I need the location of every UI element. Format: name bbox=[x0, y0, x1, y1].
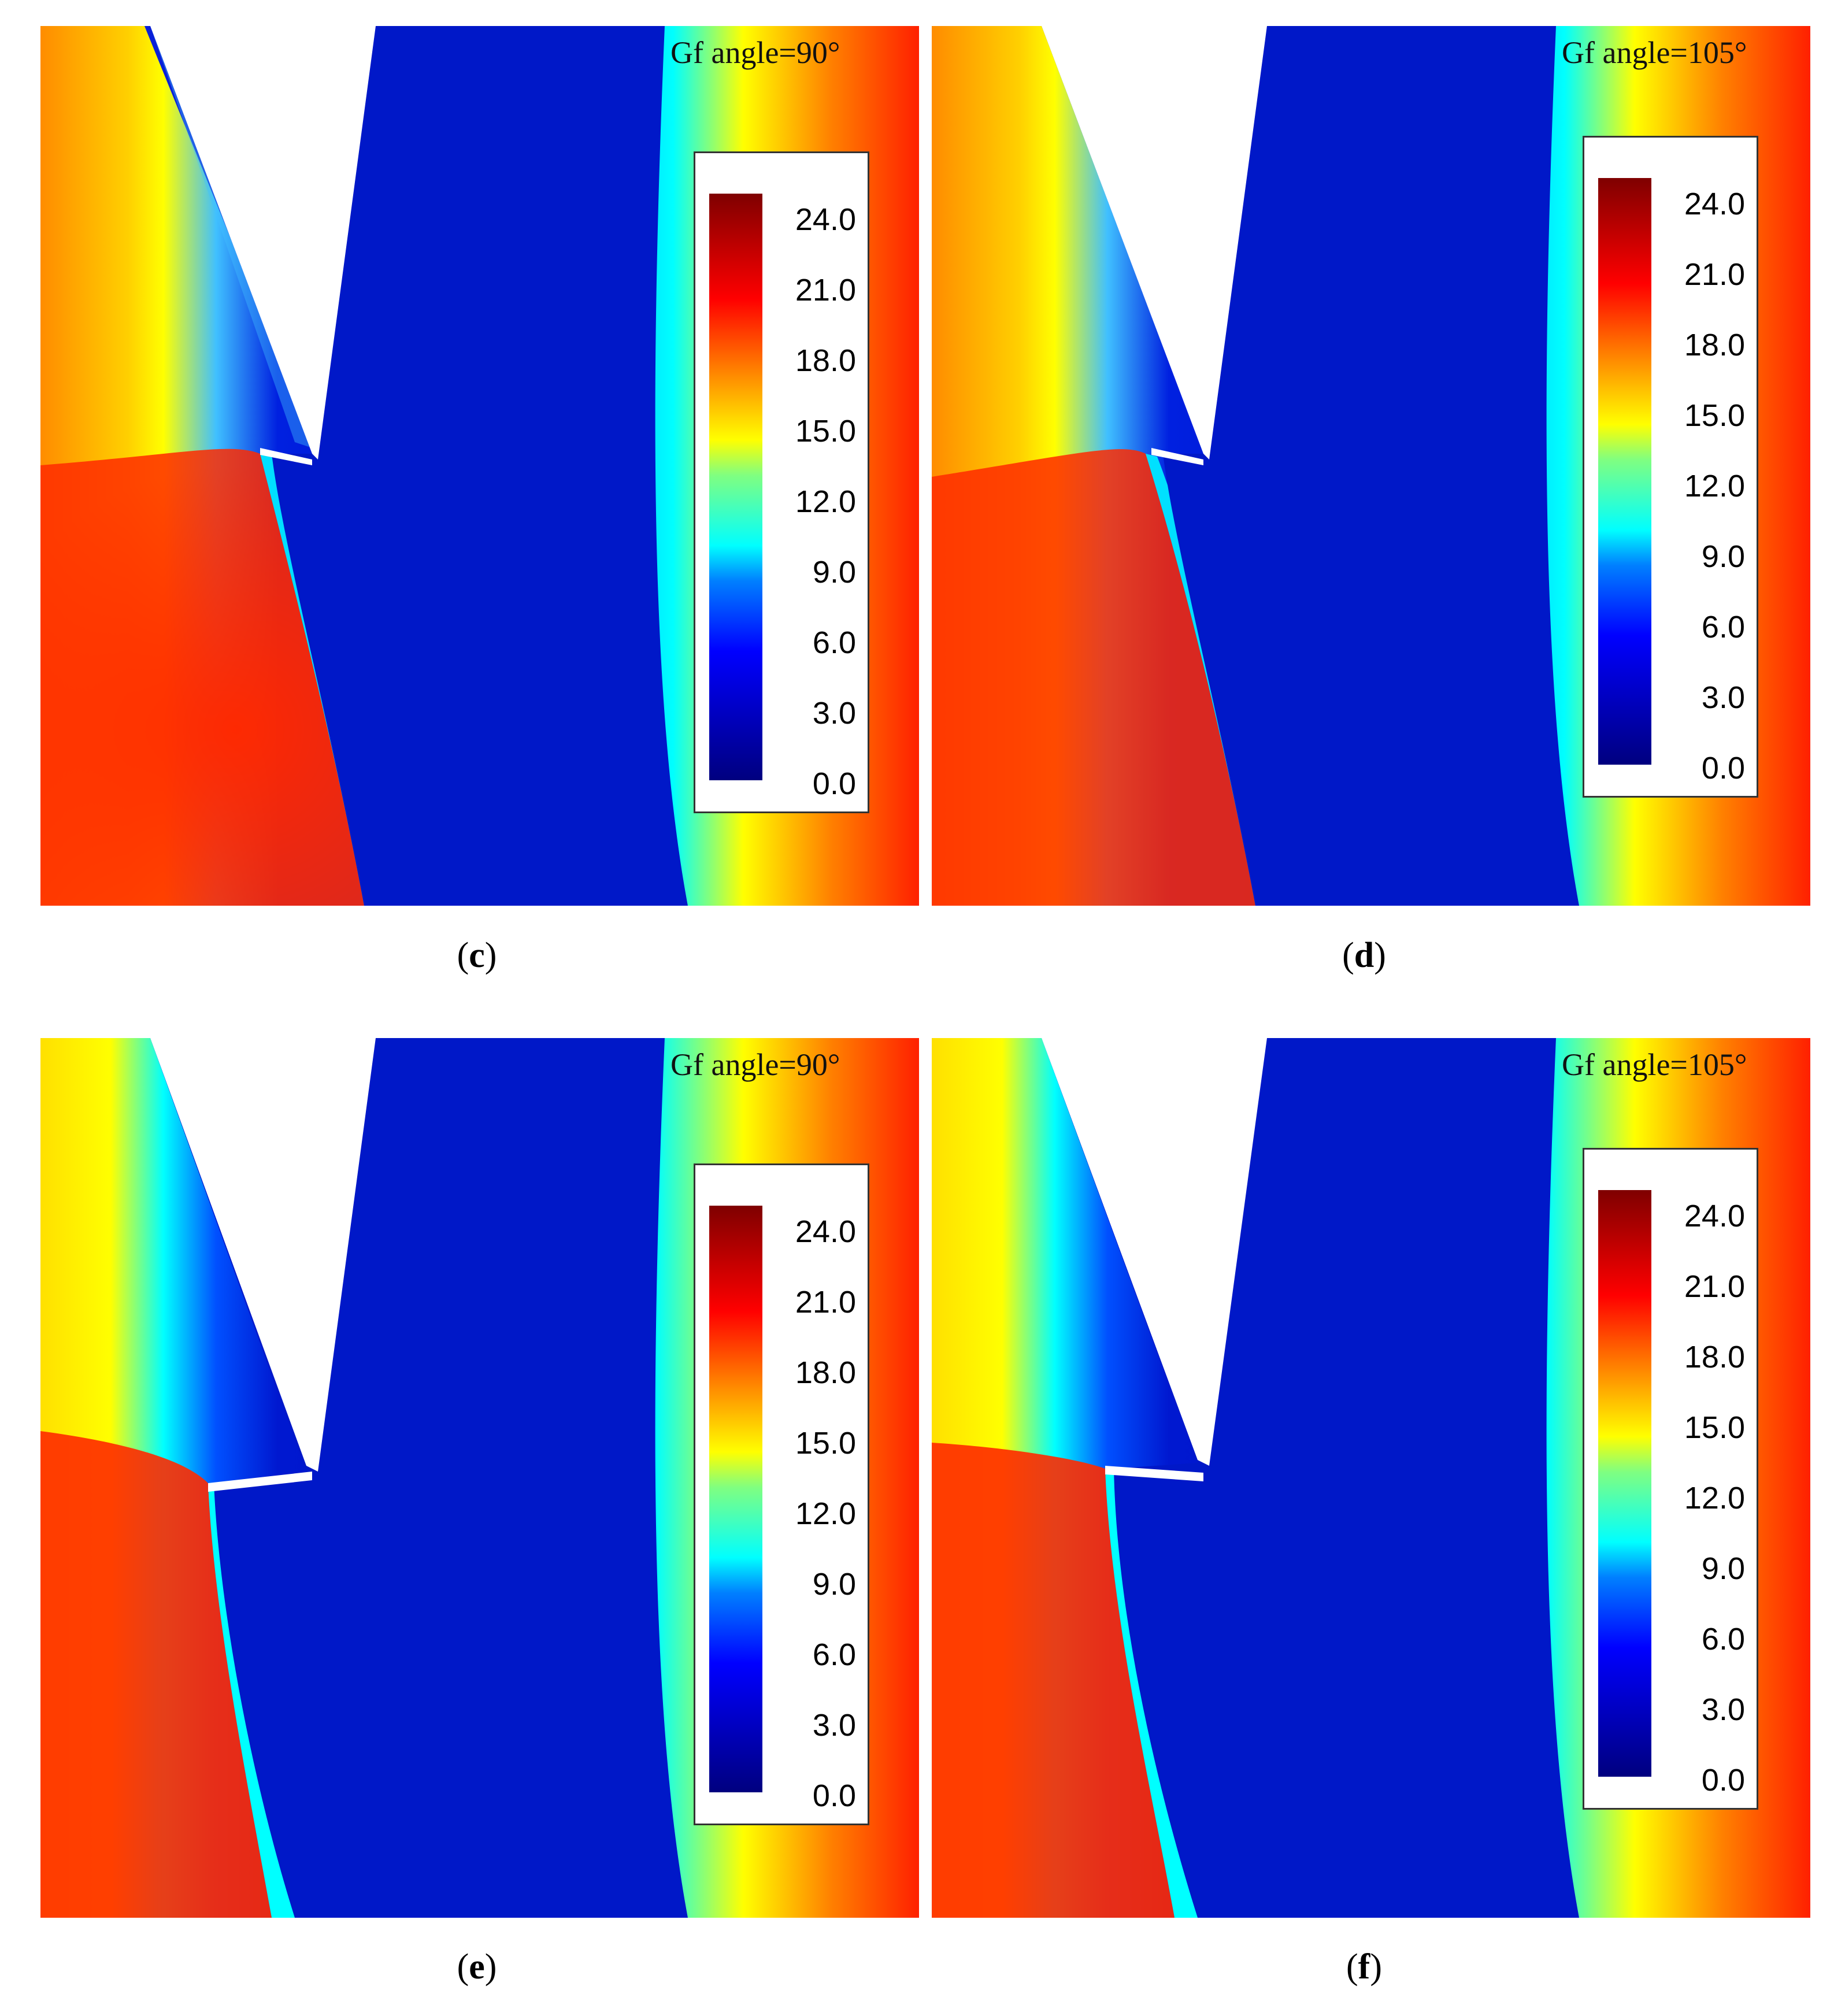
colorbar-tick: 15.0 bbox=[1684, 398, 1745, 433]
colorbar-tick: 0.0 bbox=[1701, 1763, 1745, 1798]
colorbar-legend-d: 24.0 21.0 18.0 15.0 12.0 9.0 6.0 3.0 0.0 bbox=[1583, 136, 1758, 798]
caption-letter-e: e bbox=[469, 1947, 485, 1987]
contour-plot-f bbox=[932, 1038, 1810, 1918]
colorbar-legend-f: 24.0 21.0 18.0 15.0 12.0 9.0 6.0 3.0 0.0 bbox=[1583, 1148, 1758, 1810]
angle-label-e: Gf angle=90° bbox=[670, 1047, 840, 1082]
caption-f: (f) bbox=[1346, 1947, 1382, 1987]
colorbar-tick: 12.0 bbox=[795, 1496, 856, 1531]
colorbar-tick: 9.0 bbox=[812, 555, 856, 590]
colorbar-tick: 15.0 bbox=[795, 1426, 856, 1461]
colorbar-tick: 3.0 bbox=[1701, 680, 1745, 715]
colorbar-tick: 0.0 bbox=[812, 766, 856, 801]
colorbar-tick: 15.0 bbox=[1684, 1410, 1745, 1445]
colorbar-tick: 6.0 bbox=[812, 1637, 856, 1672]
colorbar-tick: 21.0 bbox=[1684, 1269, 1745, 1304]
colorbar-tick: 6.0 bbox=[812, 625, 856, 660]
colorbar-tick: 24.0 bbox=[1684, 187, 1745, 221]
colorbar-tick: 18.0 bbox=[1684, 328, 1745, 362]
colorbar-tick: 12.0 bbox=[795, 484, 856, 519]
colorbar-tick: 21.0 bbox=[795, 1285, 856, 1320]
caption-e: (e) bbox=[457, 1947, 497, 1987]
colorbar-tick: 24.0 bbox=[795, 202, 856, 237]
angle-label-f: Gf angle=105° bbox=[1562, 1047, 1747, 1082]
colorbar-tick: 18.0 bbox=[1684, 1340, 1745, 1374]
caption-c: (c) bbox=[457, 936, 497, 975]
colorbar-tick: 6.0 bbox=[1701, 610, 1745, 644]
angle-label-d: Gf angle=105° bbox=[1562, 35, 1747, 70]
colorbar-c bbox=[709, 194, 762, 780]
colorbar-tick: 0.0 bbox=[812, 1778, 856, 1813]
caption-letter-f: f bbox=[1358, 1947, 1370, 1987]
colorbar-tick: 24.0 bbox=[795, 1214, 856, 1249]
caption-d: (d) bbox=[1342, 936, 1386, 975]
colorbar-e bbox=[709, 1206, 762, 1792]
colorbar-tick: 18.0 bbox=[795, 1355, 856, 1390]
colorbar-tick: 24.0 bbox=[1684, 1199, 1745, 1233]
angle-label-c: Gf angle=90° bbox=[670, 35, 840, 70]
colorbar-legend-e: 24.0 21.0 18.0 15.0 12.0 9.0 6.0 3.0 0.0 bbox=[694, 1163, 869, 1825]
colorbar-tick: 3.0 bbox=[812, 696, 856, 731]
colorbar-tick: 21.0 bbox=[1684, 257, 1745, 292]
colorbar-tick: 3.0 bbox=[1701, 1692, 1745, 1727]
colorbar-tick: 6.0 bbox=[1701, 1622, 1745, 1656]
colorbar-legend-c: 24.0 21.0 18.0 15.0 12.0 9.0 6.0 3.0 0.0 bbox=[694, 151, 869, 813]
caption-letter-d: d bbox=[1354, 936, 1375, 975]
colorbar-tick: 21.0 bbox=[795, 273, 856, 307]
caption-letter-c: c bbox=[469, 936, 485, 975]
colorbar-tick: 0.0 bbox=[1701, 751, 1745, 785]
colorbar-tick: 9.0 bbox=[812, 1567, 856, 1602]
colorbar-tick: 12.0 bbox=[1684, 469, 1745, 503]
colorbar-tick: 12.0 bbox=[1684, 1481, 1745, 1515]
colorbar-f bbox=[1598, 1190, 1651, 1777]
colorbar-d bbox=[1598, 178, 1651, 765]
colorbar-tick: 15.0 bbox=[795, 414, 856, 449]
colorbar-tick: 9.0 bbox=[1701, 539, 1745, 574]
colorbar-tick: 18.0 bbox=[795, 343, 856, 378]
colorbar-tick: 3.0 bbox=[812, 1708, 856, 1743]
colorbar-tick: 9.0 bbox=[1701, 1551, 1745, 1586]
